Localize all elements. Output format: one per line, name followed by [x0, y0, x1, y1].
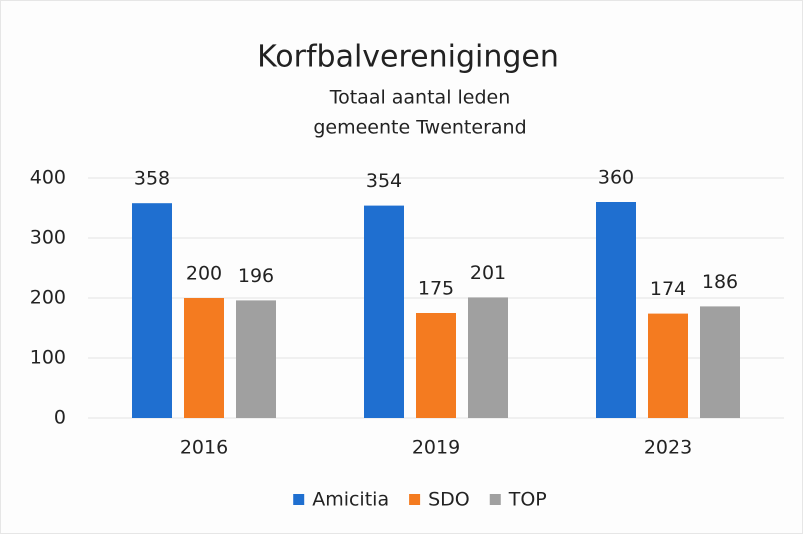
x-tick-label: 2019 — [412, 437, 460, 459]
chart-subtitle: Totaal aantal leden — [329, 87, 511, 109]
data-label: 174 — [650, 278, 686, 300]
bar — [596, 202, 636, 418]
bar — [468, 297, 508, 418]
y-tick-label: 300 — [30, 227, 66, 249]
data-label: 175 — [418, 278, 454, 300]
data-label: 196 — [238, 265, 274, 287]
data-label: 200 — [186, 263, 222, 285]
bar — [184, 298, 224, 418]
chart-subtitle: gemeente Twenterand — [313, 117, 526, 139]
x-tick-label: 2023 — [644, 437, 692, 459]
legend-swatch — [293, 494, 305, 505]
legend-label: SDO — [428, 489, 470, 511]
legend-swatch — [409, 494, 421, 505]
bar — [364, 205, 404, 418]
bar — [132, 203, 172, 418]
y-tick-label: 400 — [30, 167, 66, 189]
y-tick-label: 100 — [30, 347, 66, 369]
data-label: 354 — [366, 170, 402, 192]
y-tick-label: 0 — [54, 407, 66, 429]
legend-label: TOP — [508, 489, 547, 511]
y-tick-label: 200 — [30, 287, 66, 309]
legend-swatch — [489, 494, 501, 505]
data-label: 201 — [470, 262, 506, 284]
bar — [648, 313, 688, 418]
legend-label: Amicitia — [312, 489, 389, 511]
data-label: 186 — [702, 271, 738, 293]
data-label: 358 — [134, 168, 170, 190]
bar — [416, 313, 456, 418]
x-tick-label: 2016 — [180, 437, 228, 459]
data-label: 360 — [598, 167, 634, 189]
bar — [236, 300, 276, 418]
bar — [700, 306, 740, 418]
chart-title: Korfbalverenigingen — [257, 40, 559, 75]
